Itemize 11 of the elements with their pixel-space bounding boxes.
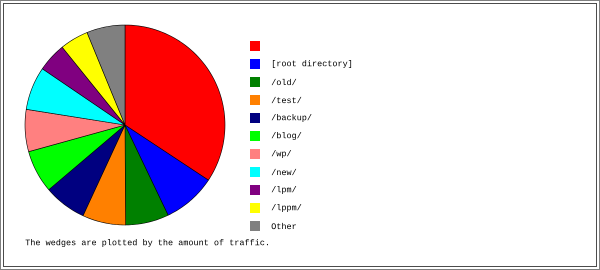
legend-label: /backup/ (272, 114, 312, 122)
text: The wedges are plotted by the amount of traffic. (26, 239, 268, 247)
legend-label: [root directory] (272, 60, 352, 68)
legend-label: /lpm/ (272, 186, 296, 194)
legend-label: /wp/ (272, 150, 292, 158)
legend-label: /blog/ (272, 132, 302, 140)
legend-label: /lppm/ (272, 204, 302, 212)
legend-label: /old/ (272, 78, 296, 86)
legend-label: Other (272, 222, 296, 230)
legend-label: /test/ (272, 96, 302, 104)
legend-label: /new/ (272, 168, 296, 176)
